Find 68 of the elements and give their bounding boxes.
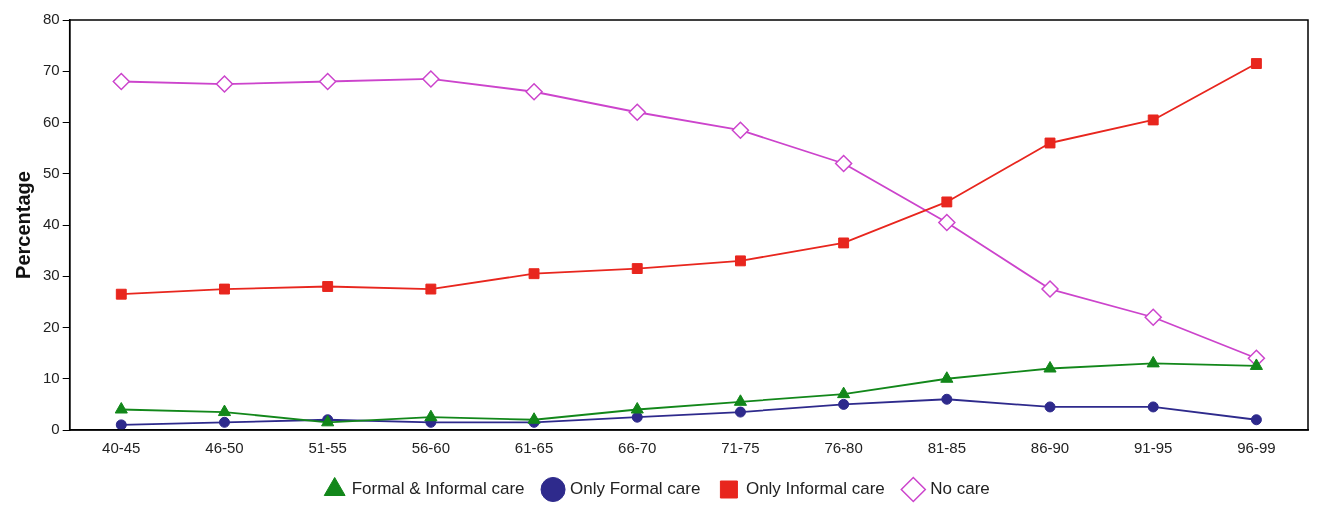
point xyxy=(1147,401,1159,413)
point xyxy=(628,103,646,121)
legend-label: Only Formal care xyxy=(570,479,701,499)
point xyxy=(630,402,644,414)
x-tick-label: 96-99 xyxy=(1237,439,1276,457)
x-tick-label: 40-45 xyxy=(102,439,141,457)
point xyxy=(734,255,746,267)
y-tick-label: 0 xyxy=(51,420,60,438)
point xyxy=(940,371,954,383)
x-tick-label: 51-55 xyxy=(308,439,347,457)
x-tick-label: 86-90 xyxy=(1030,439,1070,457)
point xyxy=(1250,58,1262,70)
point xyxy=(838,237,850,249)
point xyxy=(425,283,437,295)
y-tick-label: 60 xyxy=(43,112,60,130)
point xyxy=(527,412,541,424)
y-tick-label: 30 xyxy=(43,266,60,284)
point xyxy=(941,393,953,405)
point xyxy=(834,154,853,173)
x-tick-label: 66-70 xyxy=(618,439,657,457)
x-tick-label: 76-80 xyxy=(824,439,863,457)
legend-label: Formal & Informal care xyxy=(351,479,525,499)
point xyxy=(838,398,850,410)
point xyxy=(1144,308,1162,326)
point xyxy=(631,263,643,275)
point xyxy=(218,416,230,428)
point xyxy=(941,196,953,208)
y-tick-label: 40 xyxy=(43,215,60,233)
x-tick-label: 56-60 xyxy=(411,439,451,457)
point xyxy=(112,72,131,91)
point xyxy=(1146,355,1160,368)
point xyxy=(731,121,750,139)
point xyxy=(837,386,851,399)
point xyxy=(733,394,747,406)
point xyxy=(424,409,438,422)
point xyxy=(938,213,956,232)
point xyxy=(1147,114,1159,126)
y-tick-label: 70 xyxy=(43,61,60,79)
point xyxy=(1250,414,1262,426)
point xyxy=(217,404,232,417)
point xyxy=(318,72,337,91)
point xyxy=(734,406,746,418)
point xyxy=(115,288,127,300)
point xyxy=(528,268,540,280)
legend-label: No care xyxy=(930,479,990,499)
y-axis-title: Percentage xyxy=(11,171,34,279)
point xyxy=(1041,280,1059,298)
point xyxy=(322,281,334,292)
y-tick-label: 20 xyxy=(43,317,60,335)
point xyxy=(115,419,127,430)
point xyxy=(1249,358,1263,370)
x-tick-label: 81-85 xyxy=(927,439,967,457)
point xyxy=(215,75,234,93)
x-tick-label: 91-95 xyxy=(1134,439,1173,457)
x-tick-label: 71-75 xyxy=(721,439,760,457)
legend-label: Only Informal care xyxy=(745,479,885,499)
x-tick-label: 61-65 xyxy=(514,439,554,457)
x-tick-label: 46-50 xyxy=(205,439,244,457)
point xyxy=(219,283,230,295)
y-tick-label: 80 xyxy=(43,10,60,28)
y-tick-label: 50 xyxy=(43,163,60,181)
point xyxy=(1043,361,1057,373)
point xyxy=(1044,401,1056,413)
point xyxy=(114,402,128,414)
point xyxy=(525,83,543,101)
point xyxy=(422,70,440,88)
y-tick-label: 10 xyxy=(43,368,60,386)
point xyxy=(1044,137,1056,149)
